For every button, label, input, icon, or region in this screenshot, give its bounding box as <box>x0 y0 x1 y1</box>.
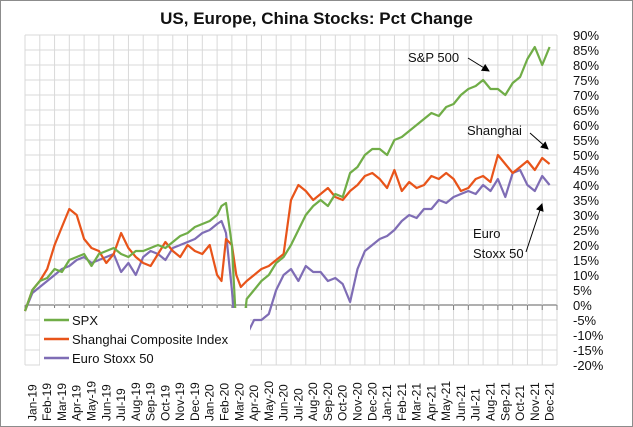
y-tick-label: 30% <box>573 208 599 223</box>
y-tick-label: -10% <box>573 328 604 343</box>
x-tick-label: Mar-20 <box>232 383 246 421</box>
y-tick-label: -20% <box>573 358 604 373</box>
legend: SPX Shanghai Composite Index Euro Stoxx … <box>40 308 250 368</box>
y-tick-label: 25% <box>573 223 599 238</box>
y-tick-label: 15% <box>573 253 599 268</box>
x-tick-label: Aug-20 <box>306 382 320 421</box>
x-tick-label: Apr-20 <box>247 385 261 421</box>
x-tick-label: Sep-21 <box>498 382 512 421</box>
y-tick-label: 5% <box>573 283 592 298</box>
x-tick-label: Jan-21 <box>380 384 394 421</box>
series-line-euro-stoxx-50 <box>23 168 551 361</box>
annotation-shanghai: Shanghai <box>467 123 522 138</box>
x-tick-label: Jun-19 <box>99 384 113 421</box>
x-tick-label: May-20 <box>262 381 276 421</box>
x-tick-label: Jul-19 <box>114 388 128 421</box>
x-tick-label: Jul-21 <box>469 388 483 421</box>
y-tick-label: 20% <box>573 238 599 253</box>
y-tick-label: 85% <box>573 43 599 58</box>
y-tick-label: 0% <box>573 298 592 313</box>
annotation-stoxx50: Stoxx 50 <box>473 246 524 261</box>
x-tick-label: Oct-20 <box>336 385 350 421</box>
y-tick-label: -15% <box>573 343 604 358</box>
y-tick-label: 70% <box>573 88 599 103</box>
x-tick-label: May-21 <box>439 381 453 421</box>
legend-label-euro: Euro Stoxx 50 <box>72 351 154 366</box>
x-tick-label: Apr-21 <box>424 385 438 421</box>
y-axis-labels: 90%85%80%75%70%65%60%55%50%45%40%35%30%2… <box>573 28 604 373</box>
x-tick-label: Nov-19 <box>173 382 187 421</box>
legend-label-shanghai: Shanghai Composite Index <box>72 332 229 347</box>
x-tick-label: Dec-19 <box>188 382 202 421</box>
legend-background <box>40 308 250 368</box>
x-tick-label: Nov-20 <box>351 382 365 421</box>
annotation-shanghai-arrow <box>529 132 549 150</box>
x-tick-label: Jun-20 <box>277 384 291 421</box>
x-tick-label: Sep-20 <box>321 382 335 421</box>
annotation-euro-arrow <box>525 203 544 253</box>
x-tick-label: Aug-19 <box>129 382 143 421</box>
y-tick-label: 60% <box>573 118 599 133</box>
x-tick-label: Mar-19 <box>55 383 69 421</box>
x-tick-label: Nov-21 <box>528 382 542 421</box>
x-tick-label: Mar-21 <box>410 383 424 421</box>
x-tick-label: Sep-19 <box>144 382 158 421</box>
x-tick-label: Feb-19 <box>40 383 54 421</box>
x-tick-label: Dec-21 <box>543 382 557 421</box>
x-axis-labels: Jan-19 Feb-19 Mar-19 Apr-19 May-19 Jun-19 Jul-… <box>25 381 556 421</box>
annotations: S&P 500 Shanghai Euro Stoxx 50 <box>408 50 549 261</box>
x-tick-label: Jan-19 <box>25 384 39 421</box>
x-tick-label: Apr-19 <box>70 385 84 421</box>
x-tick-label: Oct-19 <box>158 385 172 421</box>
series-line-shanghai-composite-index <box>23 153 551 312</box>
annotation-sp500-arrow <box>467 57 490 72</box>
x-tick-label: Jun-21 <box>454 384 468 421</box>
y-tick-label: 90% <box>573 28 599 43</box>
series-line-spx <box>23 45 551 352</box>
x-tick-label: Feb-21 <box>395 383 409 421</box>
y-tick-label: 35% <box>573 193 599 208</box>
x-tick-label: May-19 <box>85 381 99 421</box>
x-tick-label: Jul-20 <box>291 388 305 421</box>
y-tick-label: 55% <box>573 133 599 148</box>
y-tick-label: 10% <box>573 268 599 283</box>
legend-label-spx: SPX <box>72 313 98 328</box>
y-tick-label: 75% <box>573 73 599 88</box>
y-tick-label: 65% <box>573 103 599 118</box>
annotation-sp500: S&P 500 <box>408 50 459 65</box>
series-lines <box>23 45 551 361</box>
x-tick-label: Feb-20 <box>218 383 232 421</box>
chart-title: US, Europe, China Stocks: Pct Change <box>160 9 473 28</box>
y-tick-label: 40% <box>573 178 599 193</box>
y-tick-label: 50% <box>573 148 599 163</box>
y-tick-label: -5% <box>573 313 597 328</box>
x-tick-label: Dec-20 <box>365 382 379 421</box>
x-tick-label: Jan-20 <box>203 384 217 421</box>
y-tick-label: 80% <box>573 58 599 73</box>
x-tick-label: Aug-21 <box>484 382 498 421</box>
x-tick-label: Oct-21 <box>513 385 527 421</box>
y-tick-label: 45% <box>573 163 599 178</box>
annotation-euro: Euro <box>473 226 500 241</box>
